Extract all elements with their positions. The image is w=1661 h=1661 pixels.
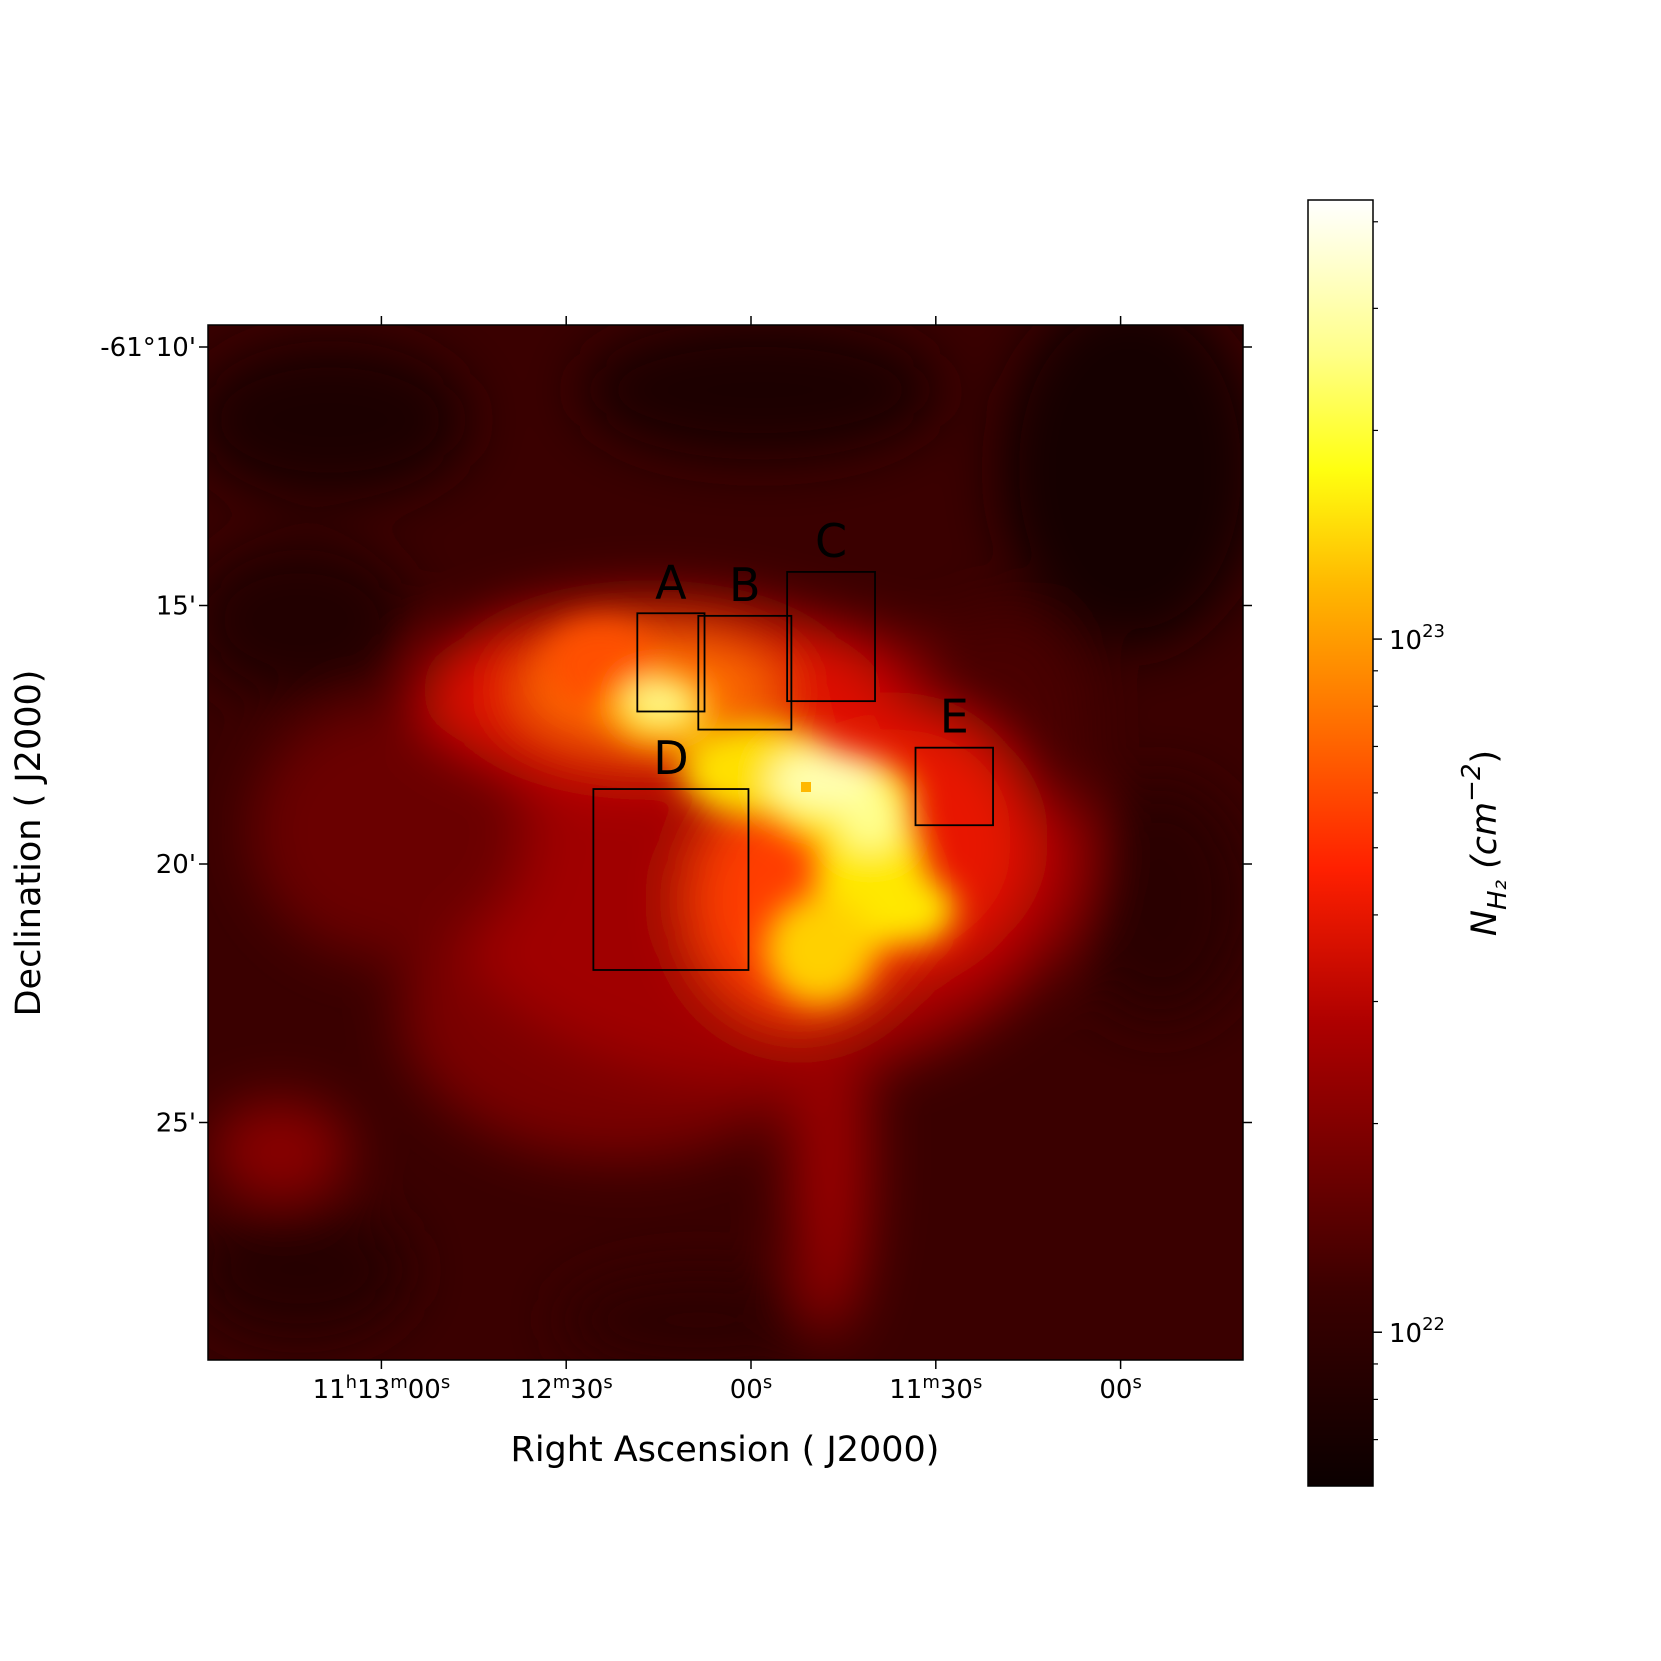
plot-frame [207,324,1244,1361]
colorbar-tick-label: 1023 [1389,621,1445,656]
region-box [786,570,876,703]
y-tick-label: -61°10' [100,333,196,363]
colorbar-label: NH₂ (cm−2) [1457,750,1513,936]
region-d: D [592,731,750,971]
y-tick-label: 25' [156,1109,196,1139]
region-label: D [653,731,688,785]
x-tick-label: 00s [730,1372,772,1405]
x-axis-title: Right Ascension ( J2000) [511,1430,940,1470]
colorbar-tick-label: 1022 [1389,1314,1445,1349]
x-tick-label: 11h13m00s [313,1372,451,1405]
x-axis: 11h13m00s 12m30s 00s 11m30s 00s [313,316,1142,1405]
x-tick-label: 00s [1099,1372,1141,1405]
y-axis: -61°10' 15' 20' 25' [100,333,1252,1139]
colorbar: 1022 1023 NH₂ (cm−2) [1307,199,1513,1487]
region-label: C [815,514,847,568]
region-c: C [786,514,876,703]
region-box [697,614,793,731]
y-tick-label: 20' [156,850,196,880]
region-label: B [729,558,761,612]
region-label: E [940,690,969,744]
region-label: A [655,555,687,609]
x-tick-label: 11m30s [889,1372,982,1405]
region-boxes: A BC D E [592,514,994,971]
y-axis-title: Declination ( J2000) [9,670,49,1017]
region-e: E [914,690,994,827]
region-box [914,746,994,827]
region-box [636,612,706,713]
y-tick-label: 15' [156,592,196,622]
colorbar-gradient [1307,199,1374,1487]
region-box [592,788,750,971]
column-density-map [208,325,1243,1360]
x-tick-label: 12m30s [520,1372,613,1405]
region-a: A [636,555,706,713]
colorbar-ticks: 1022 1023 [1373,221,1445,1441]
region-b: B [697,558,793,731]
